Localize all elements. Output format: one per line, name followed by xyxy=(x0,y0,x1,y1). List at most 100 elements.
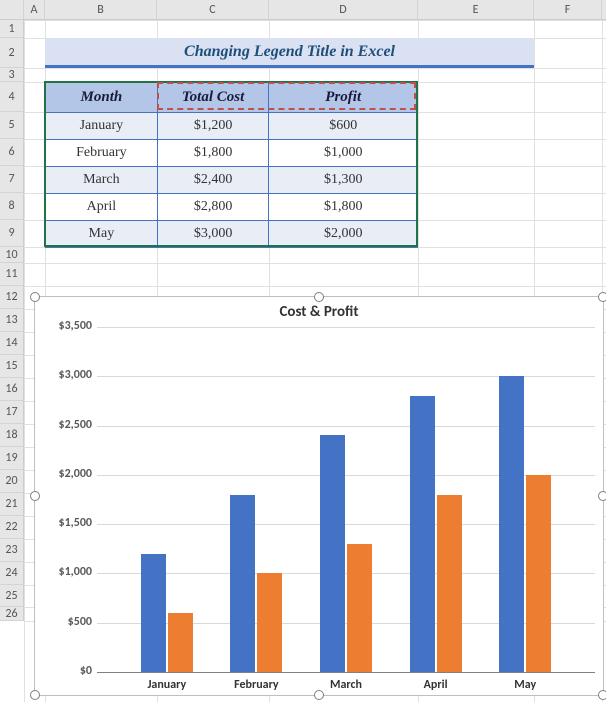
cell-month[interactable]: May xyxy=(46,221,158,248)
select-all-corner[interactable] xyxy=(0,0,24,19)
col-header-c[interactable]: C xyxy=(157,0,269,19)
chart-title[interactable]: Cost & Profit xyxy=(35,303,603,321)
table-row: May$3,000$2,000 xyxy=(46,221,418,248)
chart-y-axis-label: $500 xyxy=(42,615,92,629)
chart-y-axis-label: $2,000 xyxy=(42,467,92,481)
row-header-23[interactable]: 23 xyxy=(0,539,23,562)
chart-category-label: May xyxy=(514,678,536,692)
chart-bar[interactable] xyxy=(257,573,282,672)
table-row: January$1,200$600 xyxy=(46,113,418,140)
row-header-10[interactable]: 10 xyxy=(0,247,23,263)
sheet-title-text: Changing Legend Title in Excel xyxy=(184,43,395,61)
chart-resize-handle[interactable] xyxy=(598,292,606,302)
th-cost[interactable]: Total Cost xyxy=(157,83,269,113)
row-header-3[interactable]: 3 xyxy=(0,68,23,82)
row-header-17[interactable]: 17 xyxy=(0,401,23,424)
row-header-16[interactable]: 16 xyxy=(0,378,23,401)
chart-bar[interactable] xyxy=(526,475,551,672)
row-header-18[interactable]: 18 xyxy=(0,424,23,447)
col-header-a[interactable]: A xyxy=(24,0,45,19)
th-profit[interactable]: Profit xyxy=(269,83,418,113)
cell-month[interactable]: February xyxy=(46,140,158,167)
row-header-5[interactable]: 5 xyxy=(0,112,23,139)
cell-profit[interactable]: $600 xyxy=(269,113,418,140)
chart-object[interactable]: Cost & Profit $0$500$1,000$1,500$2,000$2… xyxy=(34,296,604,696)
cell-month[interactable]: April xyxy=(46,194,158,221)
chart-resize-handle[interactable] xyxy=(30,292,40,302)
row-header-1[interactable]: 1 xyxy=(0,20,23,38)
chart-bar[interactable] xyxy=(499,376,524,672)
row-header-26[interactable]: 26 xyxy=(0,607,23,621)
cell-cost[interactable]: $1,800 xyxy=(157,140,269,167)
chart-y-axis-label: $3,500 xyxy=(42,319,92,333)
row-header-9[interactable]: 9 xyxy=(0,220,23,247)
cell-cost[interactable]: $2,800 xyxy=(157,194,269,221)
chart-bar[interactable] xyxy=(437,495,462,672)
row-header-24[interactable]: 24 xyxy=(0,562,23,585)
table-row: February$1,800$1,000 xyxy=(46,140,418,167)
row-header-4[interactable]: 4 xyxy=(0,82,23,112)
chart-bar[interactable] xyxy=(230,495,255,672)
row-header-22[interactable]: 22 xyxy=(0,516,23,539)
chart-title-text: Cost & Profit xyxy=(279,303,358,321)
chart-y-axis-label: $0 xyxy=(42,664,92,678)
cell-profit[interactable]: $1,000 xyxy=(269,140,418,167)
row-header-6[interactable]: 6 xyxy=(0,139,23,166)
chart-y-axis-label: $3,000 xyxy=(42,368,92,382)
chart-bar[interactable] xyxy=(410,396,435,672)
chart-resize-handle[interactable] xyxy=(30,690,40,700)
chart-y-axis-label: $2,500 xyxy=(42,418,92,432)
row-header-7[interactable]: 7 xyxy=(0,166,23,193)
table-row: April$2,800$1,800 xyxy=(46,194,418,221)
sheet-title[interactable]: Changing Legend Title in Excel xyxy=(45,38,534,68)
col-header-b[interactable]: B xyxy=(45,0,157,19)
row-header-8[interactable]: 8 xyxy=(0,193,23,220)
chart-category-label: February xyxy=(234,678,278,692)
row-header-15[interactable]: 15 xyxy=(0,355,23,378)
row-header-13[interactable]: 13 xyxy=(0,309,23,332)
row-header-2[interactable]: 2 xyxy=(0,38,23,68)
chart-category-label: April xyxy=(424,678,448,692)
chart-resize-handle[interactable] xyxy=(314,690,324,700)
col-header-e[interactable]: E xyxy=(418,0,534,19)
chart-y-axis-label: $1,000 xyxy=(42,565,92,579)
cell-month[interactable]: January xyxy=(46,113,158,140)
table-header-row: Month Total Cost Profit xyxy=(46,83,418,113)
chart-bar[interactable] xyxy=(347,544,372,672)
data-table[interactable]: Month Total Cost Profit January$1,200$60… xyxy=(45,82,418,248)
chart-resize-handle[interactable] xyxy=(598,491,606,501)
chart-bar[interactable] xyxy=(168,613,193,672)
cell-month[interactable]: March xyxy=(46,167,158,194)
cell-profit[interactable]: $1,300 xyxy=(269,167,418,194)
chart-bar[interactable] xyxy=(320,435,345,672)
chart-resize-handle[interactable] xyxy=(314,292,324,302)
col-header-d[interactable]: D xyxy=(269,0,418,19)
chart-bar[interactable] xyxy=(141,554,166,672)
row-header-25[interactable]: 25 xyxy=(0,585,23,607)
row-header-14[interactable]: 14 xyxy=(0,332,23,355)
chart-resize-handle[interactable] xyxy=(598,690,606,700)
row-header-11[interactable]: 11 xyxy=(0,263,23,286)
row-header-20[interactable]: 20 xyxy=(0,470,23,493)
chart-category-label: March xyxy=(330,678,362,692)
col-header-f[interactable]: F xyxy=(534,0,602,19)
row-header-12[interactable]: 12 xyxy=(0,286,23,309)
cell-profit[interactable]: $1,800 xyxy=(269,194,418,221)
chart-category-label: January xyxy=(147,678,186,692)
column-header-row: A B C D E F xyxy=(0,0,606,20)
chart-resize-handle[interactable] xyxy=(30,491,40,501)
chart-x-axis xyxy=(97,672,595,673)
table-row: March$2,400$1,300 xyxy=(46,167,418,194)
chart-gridline xyxy=(97,327,595,328)
chart-y-axis-label: $1,500 xyxy=(42,516,92,530)
row-header-col: 1234567891011121314151617181920212223242… xyxy=(0,20,24,621)
th-month[interactable]: Month xyxy=(46,83,158,113)
cell-cost[interactable]: $1,200 xyxy=(157,113,269,140)
sheet-grid[interactable]: Changing Legend Title in Excel Month Tot… xyxy=(24,20,606,702)
row-header-19[interactable]: 19 xyxy=(0,447,23,470)
cell-profit[interactable]: $2,000 xyxy=(269,221,418,248)
chart-plot-area[interactable]: $0$500$1,000$1,500$2,000$2,500$3,000$3,5… xyxy=(97,327,595,672)
cell-cost[interactable]: $3,000 xyxy=(157,221,269,248)
cell-cost[interactable]: $2,400 xyxy=(157,167,269,194)
row-header-21[interactable]: 21 xyxy=(0,493,23,516)
